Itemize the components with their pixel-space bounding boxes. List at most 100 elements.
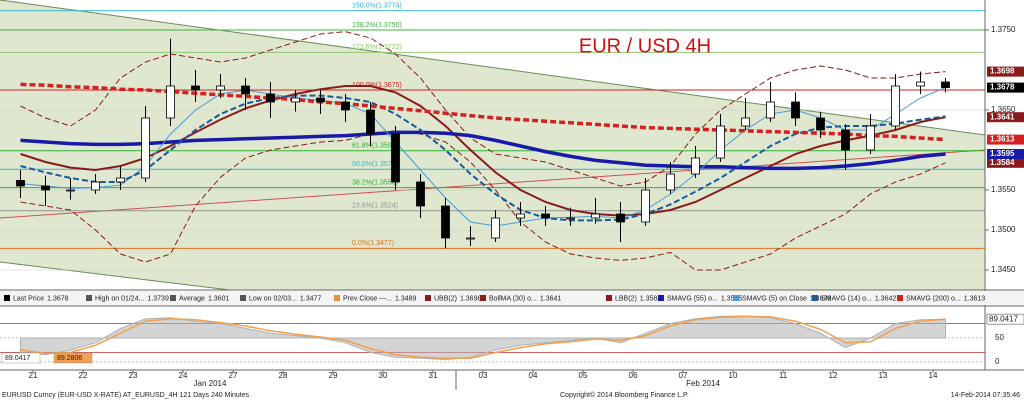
fib-label: 100.0%(1.3675) bbox=[352, 82, 402, 89]
chart-title: EUR / USD 4H bbox=[579, 35, 711, 57]
legend-name: SMAVG (55) o... bbox=[667, 295, 718, 302]
legend-swatch bbox=[86, 295, 92, 301]
legend-value: 1.3641 bbox=[540, 295, 562, 302]
legend-entry: UBB(2) 1.3698 bbox=[434, 295, 481, 302]
x-tick-label: 12 bbox=[829, 371, 838, 380]
legend-bg bbox=[0, 291, 1024, 305]
legend-name: SMAVG (14) o... bbox=[821, 295, 872, 302]
indicator-line bbox=[20, 130, 946, 271]
candle-body bbox=[66, 189, 75, 192]
indicator-line bbox=[20, 94, 946, 222]
candle-body bbox=[841, 129, 850, 151]
candle-body bbox=[741, 117, 750, 127]
candle-body bbox=[266, 93, 275, 103]
x-tick-label: 10 bbox=[729, 371, 738, 380]
legend-value: 1.3678 bbox=[810, 295, 832, 302]
footer-right: 14-Feb-2014 07:35:46 bbox=[951, 392, 1020, 399]
legend-name: SMAVG (5) on Close bbox=[742, 295, 807, 302]
candle-body bbox=[691, 157, 700, 175]
value-label: 1.3595 bbox=[990, 149, 1015, 158]
legend-value: 1.3739 bbox=[147, 295, 169, 302]
candle-body bbox=[541, 213, 550, 219]
candle-body bbox=[466, 237, 475, 240]
value-label: 1.3613 bbox=[990, 135, 1015, 144]
legend-box bbox=[1, 352, 41, 364]
legend-entry: Prev Close ---... 1.3489 bbox=[343, 295, 417, 302]
candle-body bbox=[616, 213, 625, 223]
candle-body bbox=[166, 85, 175, 119]
legend-swatch bbox=[658, 295, 664, 301]
candle-body bbox=[116, 177, 125, 183]
x-tick-label: 23 bbox=[129, 371, 138, 380]
candle-body bbox=[191, 85, 200, 91]
legend-entry: SMAVG (5) on Close 1.3678 bbox=[742, 295, 831, 302]
legend-swatch bbox=[170, 295, 176, 301]
y-tick-label: 1.3650 bbox=[991, 105, 1016, 114]
x-tick-label: 29 bbox=[329, 371, 338, 380]
candle-body bbox=[441, 205, 450, 239]
x-tick-label: 30 bbox=[379, 371, 388, 380]
x-tick-label: 06 bbox=[629, 371, 638, 380]
candle-body bbox=[666, 173, 675, 191]
candle-body bbox=[391, 133, 400, 183]
candle-body bbox=[641, 189, 650, 223]
indicator-line bbox=[20, 130, 946, 171]
candle-body bbox=[891, 85, 900, 127]
x-tick-label: 04 bbox=[529, 371, 538, 380]
legend-name: Last Price bbox=[13, 295, 44, 302]
candle-body bbox=[716, 125, 725, 159]
x-tick-label: 05 bbox=[579, 371, 588, 380]
candle-body bbox=[866, 125, 875, 151]
legend-value: 1.3595 bbox=[721, 295, 743, 302]
legend-value: 89.0417 bbox=[5, 355, 30, 362]
candle-body bbox=[41, 185, 50, 191]
candle-body bbox=[941, 81, 950, 88]
channel-bottom bbox=[0, 261, 231, 291]
legend-value: 1.3698 bbox=[460, 295, 482, 302]
fib-label: 150.0%(1.3774) bbox=[352, 3, 402, 10]
legend-swatch bbox=[334, 295, 340, 301]
candle-body bbox=[791, 101, 800, 119]
value-box bbox=[987, 112, 1024, 123]
value-box bbox=[987, 149, 1024, 159]
legend-entry: Last Price 1.3678 bbox=[13, 295, 69, 302]
value-box bbox=[987, 157, 1024, 168]
candle-body bbox=[341, 101, 350, 111]
y-tick-label: 1.3450 bbox=[991, 265, 1016, 274]
x-tick-label: 07 bbox=[679, 371, 688, 380]
oscillator-line bbox=[20, 315, 946, 359]
oscillator-area bbox=[20, 315, 946, 361]
legend-value: 1.3601 bbox=[208, 295, 230, 302]
legend-name: Average bbox=[179, 295, 205, 302]
x-tick-label: 27 bbox=[229, 371, 238, 380]
y-tick-label: 1.3750 bbox=[991, 25, 1016, 34]
y-tick-label: 1.3500 bbox=[991, 225, 1016, 234]
legend-box bbox=[53, 352, 93, 364]
x-tick-label: 14 bbox=[929, 371, 938, 380]
legend-name: UBB(2) bbox=[434, 295, 457, 302]
legend-value: 89.2806 bbox=[57, 355, 82, 362]
legend-value: 1.3584 bbox=[640, 295, 662, 302]
value-label: 1.3584 bbox=[990, 158, 1015, 167]
legend-entry: Low on 02/03... 1.3477 bbox=[249, 295, 321, 302]
candle-body bbox=[241, 85, 250, 95]
month-label: Feb 2014 bbox=[686, 379, 720, 388]
value-label: 1.3698 bbox=[990, 67, 1015, 76]
legend-entry: SMAVG (200) o... 1.3613 bbox=[906, 295, 985, 302]
legend-swatch bbox=[897, 295, 903, 301]
legend-value: 1.3489 bbox=[395, 295, 417, 302]
candle-body bbox=[216, 85, 225, 91]
x-tick-label: 11 bbox=[779, 371, 788, 380]
legend-name: BollMA (30) o... bbox=[489, 295, 537, 302]
candle-body bbox=[816, 117, 825, 131]
value-label: 1.3678 bbox=[990, 83, 1015, 92]
fib-label: 50.0%(1.3576) bbox=[352, 161, 398, 168]
legend-value: 1.3678 bbox=[47, 295, 69, 302]
legend-swatch bbox=[812, 295, 818, 301]
indicator-line bbox=[20, 85, 946, 217]
x-tick-label: 03 bbox=[479, 371, 488, 380]
candle-body bbox=[766, 101, 775, 119]
y-tick-label: 50 bbox=[995, 333, 1004, 342]
value-box bbox=[987, 66, 1024, 77]
